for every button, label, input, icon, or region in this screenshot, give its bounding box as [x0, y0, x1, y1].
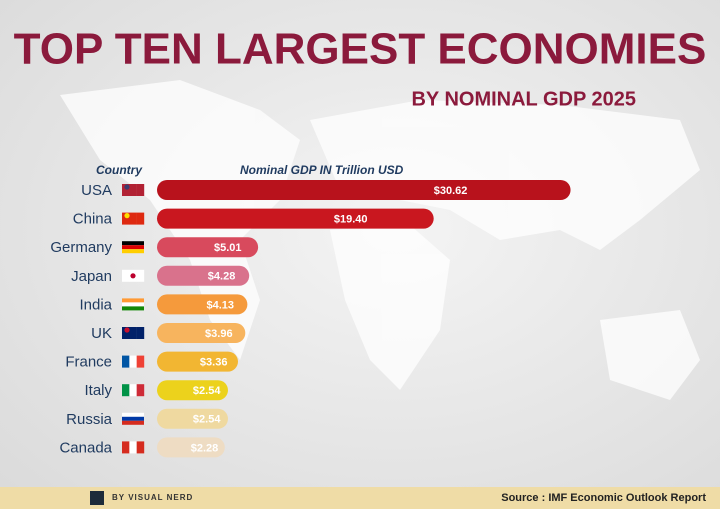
value-label: $3.36	[200, 357, 228, 369]
flag-mark	[130, 273, 136, 279]
flag	[122, 212, 130, 225]
flag-mark	[124, 327, 130, 333]
flag	[122, 302, 144, 307]
flag	[136, 384, 145, 397]
flag	[122, 420, 144, 425]
axis-label: Nominal GDP IN Trillion USD	[240, 163, 404, 177]
flag	[136, 327, 145, 339]
bar	[157, 265, 250, 286]
value-label: $2.28	[191, 442, 219, 454]
logo	[90, 491, 104, 505]
value-label: $2.54	[193, 385, 221, 397]
category-label: UK	[91, 325, 112, 342]
flag-mark	[124, 184, 130, 190]
flag	[136, 269, 145, 282]
category-header: Country	[96, 163, 143, 177]
flag	[122, 327, 130, 339]
category-label: India	[79, 296, 112, 313]
flag	[122, 184, 130, 196]
flag	[122, 306, 144, 311]
category-label: France	[65, 354, 112, 371]
flag	[129, 384, 137, 397]
flag	[122, 441, 130, 454]
source: Source : IMF Economic Outlook Report	[501, 492, 706, 504]
flag-mark	[124, 213, 130, 219]
flag	[122, 416, 144, 421]
category-label: Germany	[50, 239, 112, 256]
category-label: Italy	[84, 382, 112, 399]
category-label: China	[73, 211, 113, 228]
flag	[122, 249, 144, 254]
flag	[129, 184, 137, 196]
value-label: $30.62	[434, 185, 468, 197]
flag	[136, 355, 145, 368]
flag	[122, 245, 144, 250]
value-label: $3.96	[205, 328, 233, 340]
flag	[129, 212, 137, 225]
category-label: Canada	[59, 439, 112, 456]
flag	[122, 412, 144, 417]
bar	[157, 408, 228, 429]
footer	[0, 487, 720, 509]
bar	[157, 237, 259, 258]
flag	[122, 298, 144, 303]
category-label: Japan	[71, 268, 112, 285]
bar	[157, 351, 238, 372]
category-label: Russia	[66, 411, 113, 428]
category-label: USA	[81, 182, 112, 199]
value-label: $2.54	[193, 414, 221, 426]
bar	[157, 437, 225, 458]
flag	[122, 269, 130, 282]
bar	[157, 294, 248, 315]
bar	[157, 323, 246, 343]
flag	[122, 355, 130, 368]
flag	[136, 184, 145, 196]
value-label: $4.28	[208, 271, 236, 283]
value-label: $5.01	[214, 242, 242, 254]
chart-title: TOP TEN LARGEST ECONOMIES	[14, 25, 707, 74]
bar	[157, 208, 434, 229]
chart-subtitle: BY NOMINAL GDP 2025	[411, 88, 636, 110]
flag	[129, 441, 137, 454]
flag	[122, 241, 144, 246]
flag	[122, 384, 130, 397]
flag	[129, 327, 137, 339]
flag	[136, 441, 145, 454]
bar	[157, 180, 571, 200]
credit: BY VISUAL NERD	[112, 493, 193, 502]
value-label: $4.13	[207, 299, 235, 311]
value-label: $19.40	[334, 214, 368, 226]
flag	[129, 355, 137, 368]
flag	[136, 212, 145, 225]
bar	[157, 380, 228, 401]
